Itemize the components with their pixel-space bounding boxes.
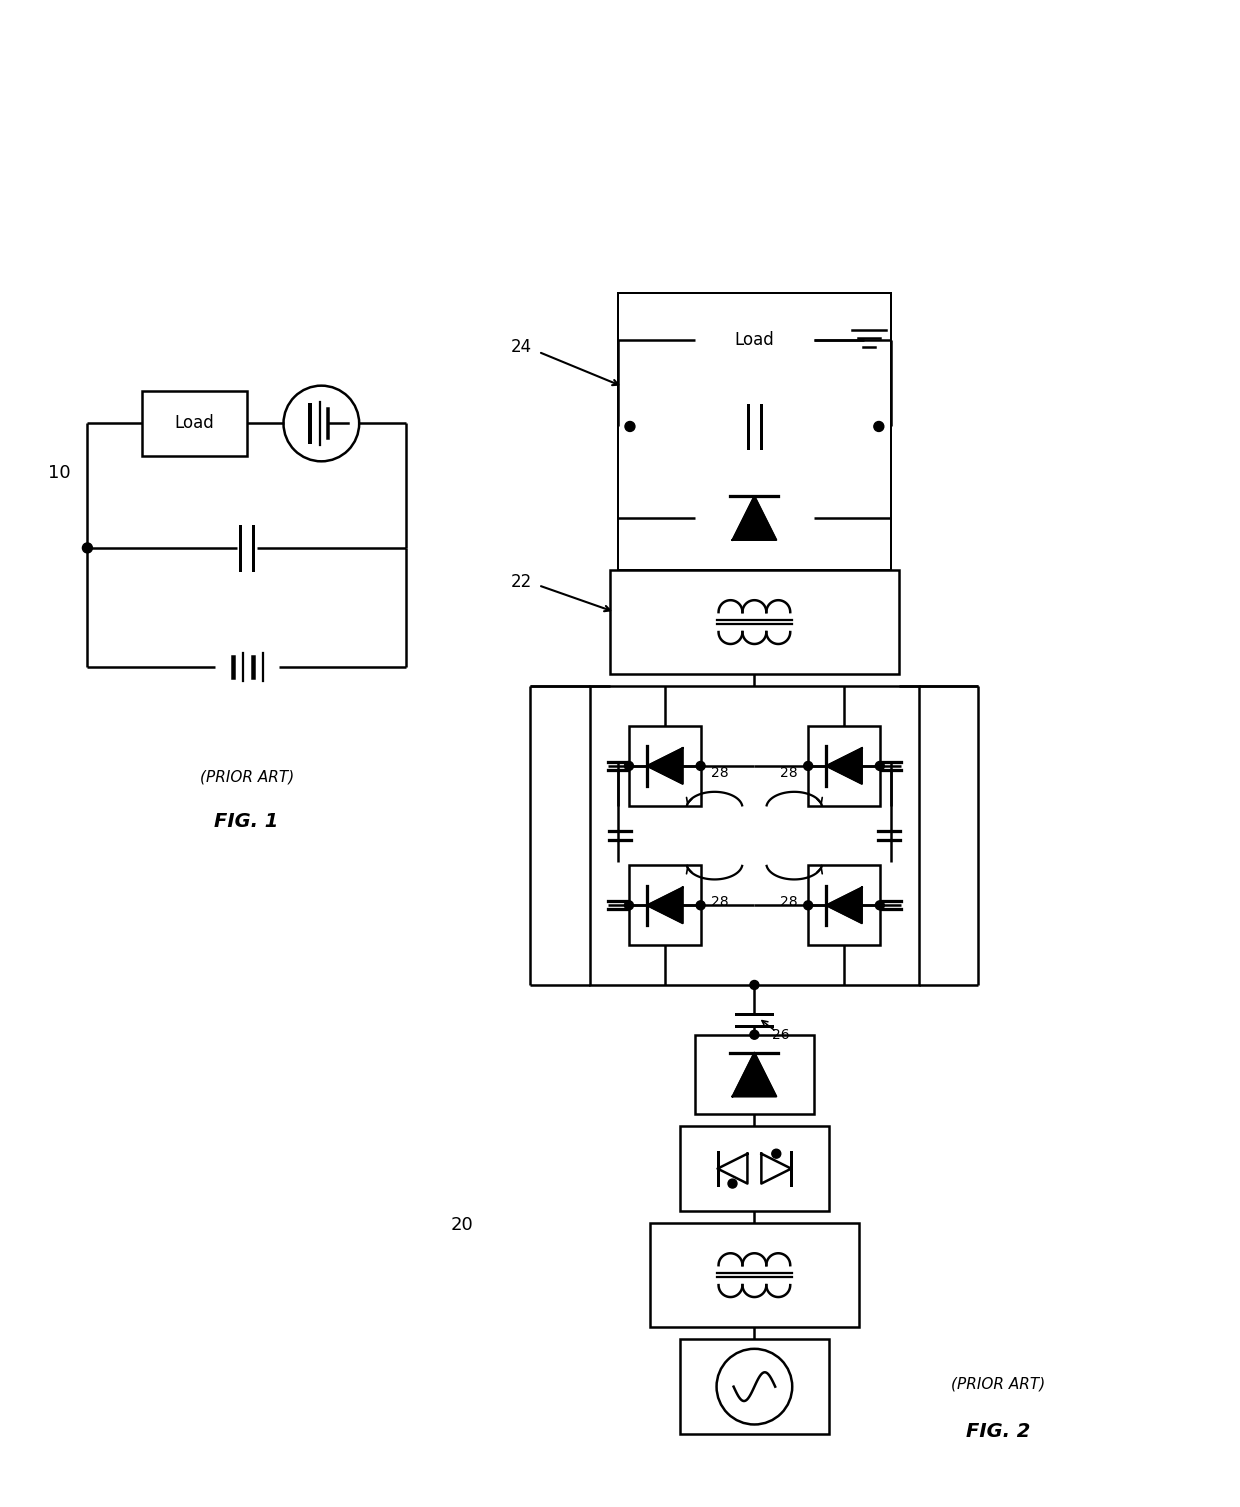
Text: 28: 28 — [711, 895, 728, 909]
Text: FIG. 2: FIG. 2 — [966, 1423, 1030, 1442]
Circle shape — [750, 981, 759, 990]
Bar — [630, 387, 879, 466]
Bar — [590, 686, 919, 986]
Text: 10: 10 — [47, 464, 71, 482]
Circle shape — [804, 901, 812, 910]
Bar — [650, 1222, 859, 1328]
Polygon shape — [647, 747, 683, 784]
Circle shape — [625, 422, 635, 431]
Text: Load: Load — [734, 332, 774, 348]
Bar — [694, 478, 815, 558]
Text: (PRIOR ART): (PRIOR ART) — [951, 1377, 1045, 1391]
Bar — [694, 1035, 815, 1114]
Bar — [618, 292, 890, 570]
Circle shape — [728, 1178, 737, 1188]
Text: 24: 24 — [511, 338, 532, 356]
Circle shape — [696, 761, 706, 770]
Text: FIG. 1: FIG. 1 — [215, 812, 279, 832]
Circle shape — [625, 761, 634, 770]
Circle shape — [804, 761, 812, 770]
Bar — [808, 726, 880, 806]
Text: 28: 28 — [780, 766, 799, 781]
Text: 28: 28 — [780, 895, 799, 909]
Polygon shape — [647, 888, 683, 924]
Text: 26: 26 — [773, 1028, 790, 1041]
Bar — [143, 392, 247, 455]
Text: (PRIOR ART): (PRIOR ART) — [200, 770, 294, 785]
Text: Load: Load — [175, 414, 215, 433]
Circle shape — [875, 901, 884, 910]
Polygon shape — [826, 747, 862, 784]
Circle shape — [874, 422, 884, 431]
Polygon shape — [826, 888, 862, 924]
Circle shape — [750, 1031, 759, 1040]
Circle shape — [875, 761, 884, 770]
Bar — [680, 1340, 830, 1435]
Circle shape — [696, 901, 706, 910]
Bar — [808, 865, 880, 945]
Polygon shape — [733, 1053, 776, 1097]
Circle shape — [771, 1150, 781, 1159]
Text: 22: 22 — [511, 573, 532, 591]
Text: 28: 28 — [711, 766, 728, 781]
Circle shape — [82, 543, 92, 553]
Circle shape — [625, 901, 634, 910]
Bar — [694, 304, 815, 375]
Bar — [629, 726, 701, 806]
Bar — [629, 865, 701, 945]
Bar — [610, 570, 899, 674]
Polygon shape — [733, 496, 776, 540]
Text: 20: 20 — [451, 1216, 474, 1234]
Bar — [680, 1126, 830, 1212]
